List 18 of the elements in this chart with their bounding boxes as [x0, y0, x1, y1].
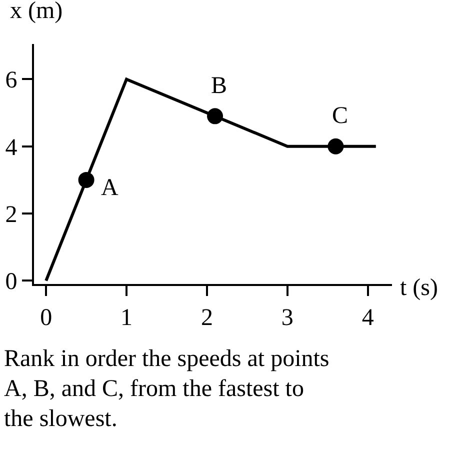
x-tick-label: 1: [120, 304, 133, 331]
x-tick-label: 3: [281, 304, 294, 331]
annotation: B: [211, 73, 228, 99]
y-axis-title: x (m): [10, 0, 63, 24]
x-tick-label: 2: [200, 304, 213, 331]
y-tick-label: 2: [5, 202, 18, 228]
point: [207, 108, 224, 124]
y-tick-label: 4: [5, 134, 18, 161]
x-tick-label: 0: [40, 304, 52, 331]
y-tick-label: 6: [5, 68, 18, 94]
text: Rank in order the speeds at points A, B, and C, from the fastest to the slowest.: [3, 345, 330, 434]
annotation: A: [101, 175, 119, 201]
y-tick-label: 0: [5, 269, 18, 296]
x-tick-label: 4: [362, 304, 374, 331]
point: [328, 138, 344, 154]
x-axis-title: t (s): [400, 275, 438, 301]
point: [78, 172, 94, 188]
annotation: C: [332, 103, 348, 129]
